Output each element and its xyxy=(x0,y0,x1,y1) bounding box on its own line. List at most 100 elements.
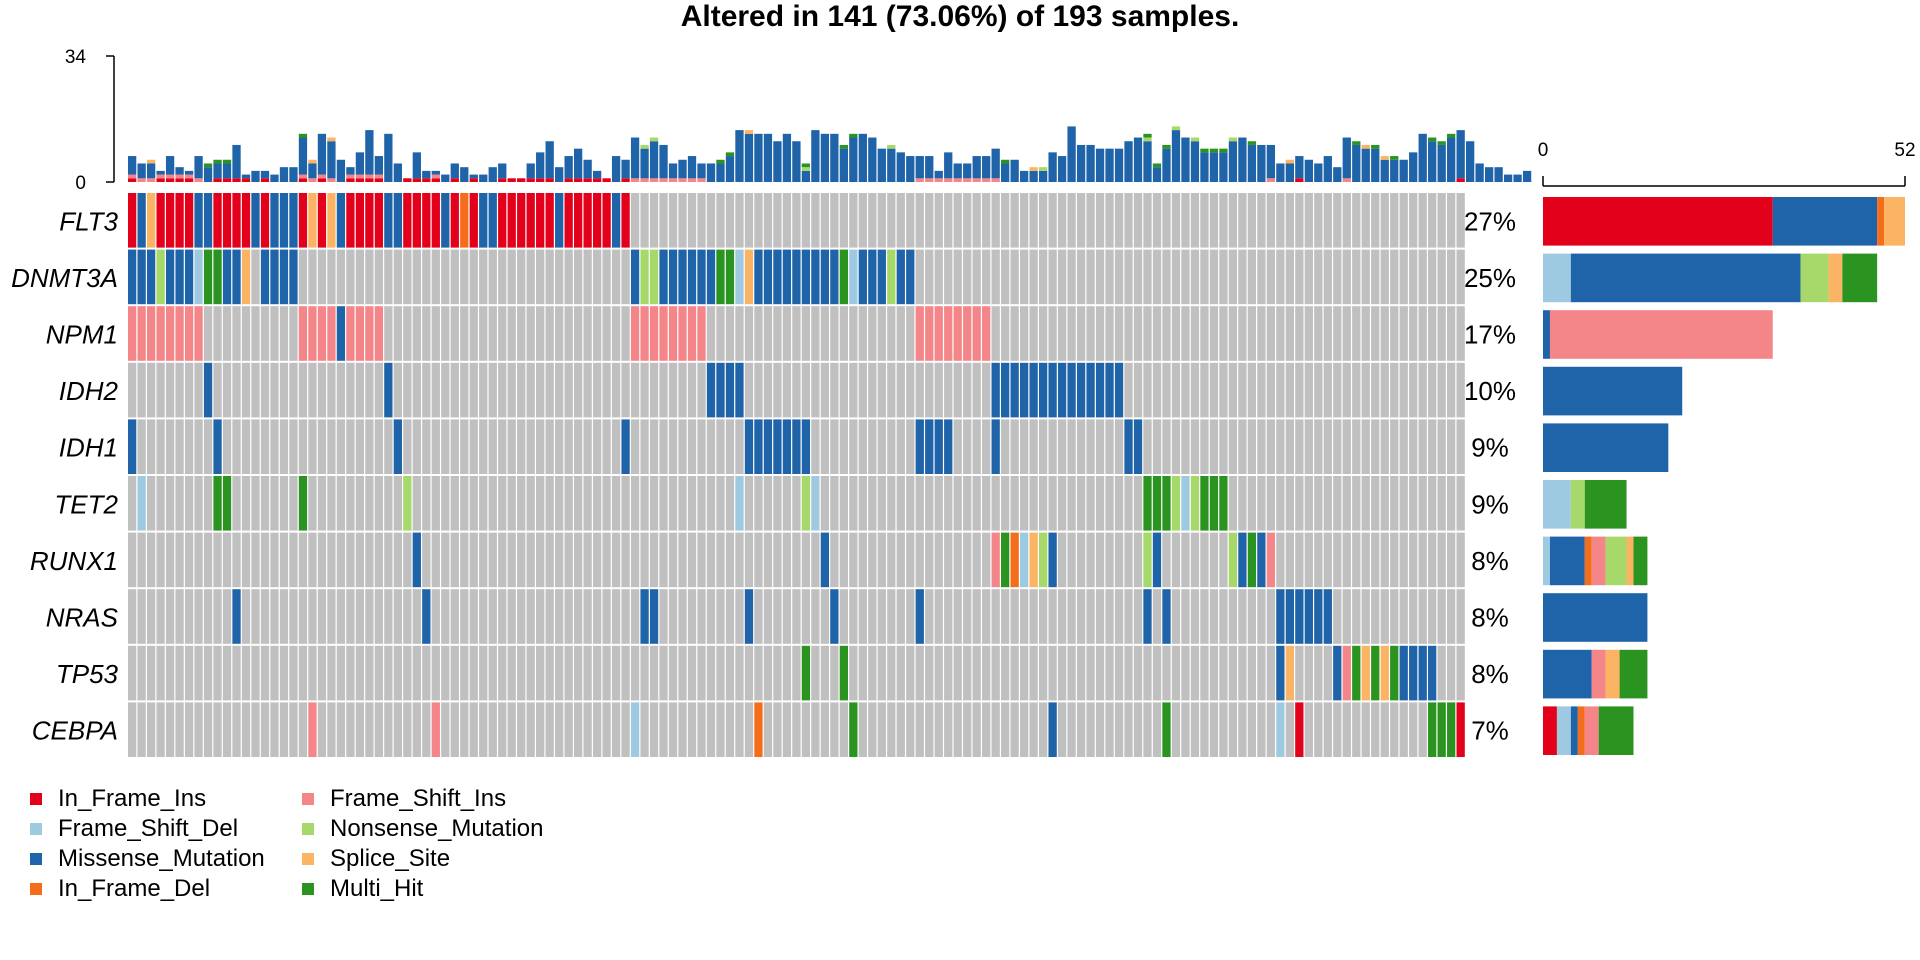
tmb-bar xyxy=(925,156,934,179)
cell-idh1-none xyxy=(1323,419,1332,474)
cell-idh2-none xyxy=(592,362,602,418)
cell-cebpa-none xyxy=(716,702,725,757)
cell-idh2-none xyxy=(659,362,668,418)
tmb-bar xyxy=(754,133,763,182)
cell-nras-none xyxy=(1418,589,1427,644)
tmb-bar xyxy=(355,174,365,179)
tmb-bar xyxy=(469,174,478,179)
cell-cebpa-none xyxy=(1143,702,1152,757)
cell-flt3-none xyxy=(1048,193,1057,248)
cell-npm1-none xyxy=(203,306,213,361)
tmb-bar xyxy=(526,163,535,179)
cell-tet2-none xyxy=(1323,476,1332,531)
cell-runx1-none xyxy=(1114,532,1124,588)
cell-flt3-in_frame_ins xyxy=(403,193,412,248)
cell-tp53-none xyxy=(1200,645,1209,701)
cell-nras-missense_mutation xyxy=(1143,589,1152,644)
cell-idh1-missense_mutation xyxy=(792,419,801,474)
cell-cebpa-none xyxy=(498,702,507,757)
cell-tp53-none xyxy=(583,645,592,701)
cell-tet2-none xyxy=(184,476,194,531)
cell-nras-none xyxy=(972,589,981,644)
cell-idh2-none xyxy=(887,362,896,418)
cell-cebpa-none xyxy=(545,702,554,757)
cell-tp53-none xyxy=(792,645,801,701)
cell-idh1-none xyxy=(1181,419,1190,474)
cell-flt3-in_frame_ins xyxy=(232,193,241,248)
cell-cebpa-none xyxy=(811,702,820,757)
cell-npm1-none xyxy=(545,306,554,361)
cell-tet2-none xyxy=(156,476,165,531)
cell-dnmt3a-missense_mutation xyxy=(868,249,877,305)
cell-npm1-none xyxy=(1390,306,1399,361)
tmb-bar xyxy=(1418,133,1427,182)
cell-idh2-none xyxy=(697,362,706,418)
cell-cebpa-none xyxy=(184,702,194,757)
cell-tet2-none xyxy=(659,476,668,531)
cell-idh2-none xyxy=(811,362,820,418)
cell-cebpa-none xyxy=(1219,702,1228,757)
tmb-bar xyxy=(1105,148,1114,182)
cell-runx1-none xyxy=(251,532,260,588)
cell-nras-none xyxy=(659,589,668,644)
cell-npm1-none xyxy=(1152,306,1162,361)
cell-tet2-none xyxy=(355,476,365,531)
cell-idh1-none xyxy=(479,419,488,474)
cell-runx1-none xyxy=(194,532,203,588)
cell-dnmt3a-none xyxy=(384,249,393,305)
cell-npm1-none xyxy=(555,306,564,361)
cell-idh1-none xyxy=(526,419,535,474)
tmb-bar xyxy=(308,163,317,179)
cell-idh2-none xyxy=(801,362,811,418)
cell-tet2-none xyxy=(972,476,981,531)
cell-runx1-none xyxy=(156,532,165,588)
tmb-bar xyxy=(1494,167,1503,182)
cell-runx1-none xyxy=(137,532,146,588)
cell-nras-none xyxy=(346,589,355,644)
cell-tp53-none xyxy=(659,645,668,701)
cell-flt3-none xyxy=(1038,193,1048,248)
tmb-bar xyxy=(1209,152,1219,182)
cell-flt3-in_frame_ins xyxy=(355,193,365,248)
cell-dnmt3a-multi_hit xyxy=(716,249,725,305)
cell-npm1-none xyxy=(450,306,459,361)
cell-tp53-none xyxy=(479,645,488,701)
tmb-bar xyxy=(365,174,374,179)
cell-npm1-frame_shift_ins xyxy=(194,306,203,361)
cell-idh2-none xyxy=(526,362,535,418)
cell-flt3-none xyxy=(1010,193,1019,248)
cell-tet2-none xyxy=(583,476,592,531)
cell-nras-none xyxy=(327,589,336,644)
cell-cebpa-multi_hit xyxy=(1437,702,1446,757)
cell-flt3-in_frame_ins xyxy=(507,193,516,248)
gene-count-bar-splice_site xyxy=(1626,536,1634,586)
cell-tp53-none xyxy=(327,645,336,701)
cell-flt3-none xyxy=(820,193,830,248)
cell-runx1-none xyxy=(346,532,355,588)
tmb-bar xyxy=(1143,137,1152,142)
cell-idh1-none xyxy=(232,419,241,474)
cell-tet2-none xyxy=(469,476,478,531)
cell-flt3-splice_site xyxy=(146,193,156,248)
cell-npm1-frame_shift_ins xyxy=(146,306,156,361)
tmb-bar xyxy=(592,178,602,182)
cell-npm1-none xyxy=(744,306,754,361)
legend-swatch xyxy=(30,883,42,895)
cell-cebpa-none xyxy=(1181,702,1190,757)
cell-nras-none xyxy=(298,589,308,644)
cell-nras-none xyxy=(1257,589,1266,644)
cell-npm1-none xyxy=(422,306,431,361)
cell-idh2-none xyxy=(877,362,886,418)
cell-tp53-none xyxy=(820,645,830,701)
gene-count-bar-missense_mutation xyxy=(1543,310,1550,359)
cell-idh1-none xyxy=(1447,419,1456,474)
cell-tet2-none xyxy=(1304,476,1313,531)
cell-nras-none xyxy=(260,589,270,644)
tmb-bar xyxy=(716,163,725,182)
tmb-bar xyxy=(1295,156,1304,179)
cell-flt3-missense_mutation xyxy=(289,193,298,248)
gene-count-bar-missense_mutation xyxy=(1570,253,1801,303)
cell-dnmt3a-none xyxy=(1048,249,1057,305)
cell-dnmt3a-missense_mutation xyxy=(706,249,716,305)
tmb-bar xyxy=(327,178,336,182)
